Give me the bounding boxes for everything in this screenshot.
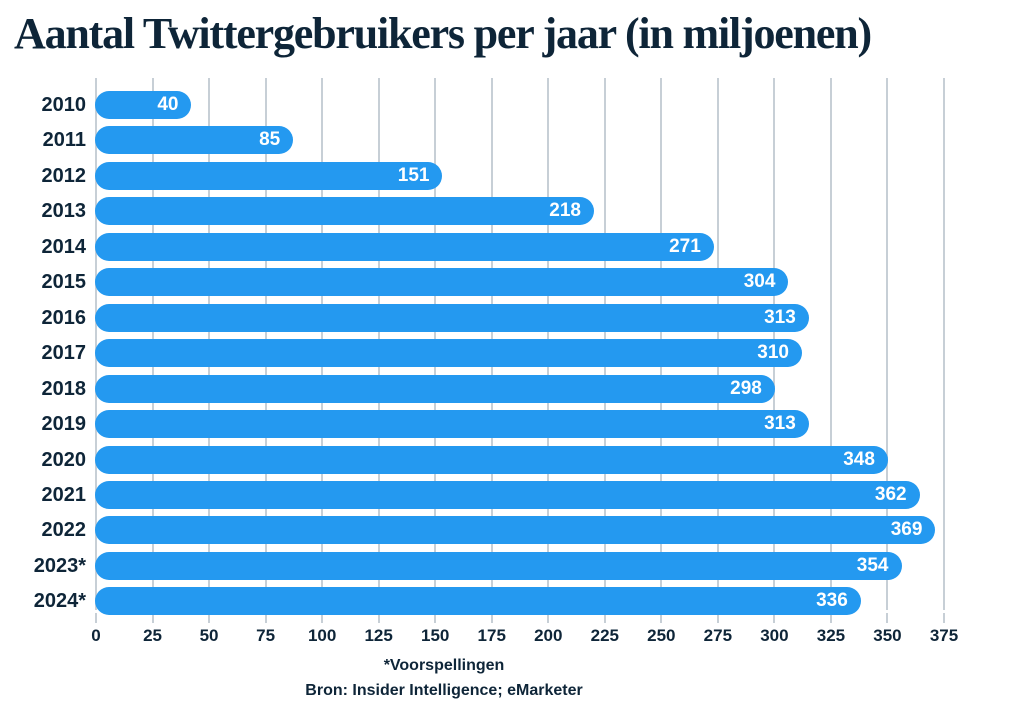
year-label: 2024* [33, 590, 86, 613]
bar: 151 [95, 161, 443, 190]
value-label: 218 [549, 200, 581, 222]
bar: 304 [95, 268, 789, 297]
axis-tick [829, 613, 832, 623]
axis-tick [716, 613, 719, 623]
chart-title: Aantal Twittergebruikers per jaar (in mi… [14, 9, 872, 58]
year-label: 2017 [41, 342, 87, 365]
bar: 354 [95, 551, 902, 580]
footnote: *Voorspellingen [383, 657, 505, 674]
bar: 218 [95, 197, 594, 226]
x-axis-tick-label: 300 [760, 626, 789, 645]
year-label: 2019 [41, 413, 87, 436]
x-axis-tick-label: 25 [143, 626, 162, 645]
year-label: 2021 [41, 483, 87, 506]
value-label: 310 [757, 342, 789, 364]
x-axis-tick-label: 275 [703, 626, 733, 645]
year-label: 2010 [41, 94, 87, 116]
bar: 369 [95, 516, 936, 545]
value-label: 362 [874, 483, 907, 505]
year-label: 2013 [41, 200, 87, 223]
x-axis-tick-label: 50 [199, 626, 219, 645]
x-axis-tick-label: 175 [477, 626, 506, 645]
year-label: 2022 [41, 519, 87, 542]
value-label: 271 [669, 235, 701, 257]
bar: 40 [95, 91, 192, 119]
x-axis-tick-label: 150 [421, 626, 450, 645]
year-label: 2011 [42, 129, 86, 152]
bar: 271 [95, 232, 714, 261]
value-label: 354 [856, 554, 889, 576]
x-axis-tick-label: 250 [647, 626, 676, 645]
value-label: 40 [157, 94, 179, 115]
value-label: 369 [890, 519, 923, 541]
value-label: 313 [764, 306, 796, 328]
axis-tick [151, 613, 154, 623]
axis-tick [660, 613, 663, 623]
x-axis-tick-label: 125 [364, 626, 393, 645]
axis-tick [547, 613, 550, 623]
chart-footer: *Voorspellingen Bron: Insider Intelligen… [44, 653, 844, 703]
year-label: 2015 [41, 271, 87, 294]
value-label: 336 [816, 590, 848, 612]
value-label: 151 [397, 164, 430, 186]
bar: 362 [95, 480, 920, 509]
gridline [829, 78, 832, 610]
bar: 348 [95, 445, 888, 474]
axis-tick [434, 613, 437, 623]
axis-tick [208, 613, 211, 623]
year-label: 2014 [41, 235, 87, 258]
axis-tick [773, 613, 776, 623]
bar: 298 [95, 374, 775, 403]
source-credit: Bron: Insider Intelligence; eMarketer [305, 682, 583, 699]
bar: 336 [95, 587, 861, 616]
bar: 313 [95, 303, 809, 332]
value-label: 348 [843, 448, 875, 470]
gridline [886, 78, 889, 610]
x-axis-tick-label: 0 [91, 626, 101, 645]
value-label: 313 [764, 413, 796, 435]
x-axis-tick-label: 100 [307, 626, 337, 645]
x-axis-tick-label: 75 [256, 626, 276, 645]
year-label: 2012 [41, 164, 87, 187]
value-label: 304 [743, 271, 776, 293]
value-label: 298 [730, 377, 762, 399]
axis-tick [95, 613, 97, 623]
axis-tick [264, 613, 267, 623]
x-axis-tick-label: 350 [873, 626, 902, 645]
gridline [943, 78, 945, 610]
year-label: 2023* [33, 554, 86, 577]
x-axis-tick-label: 375 [929, 626, 959, 645]
axis-tick [321, 613, 324, 623]
bar: 313 [95, 410, 809, 439]
x-axis-tick-label: 200 [534, 626, 563, 645]
year-label: 2016 [41, 306, 87, 329]
value-label: 85 [259, 129, 281, 151]
x-axis-tick-label: 325 [816, 626, 846, 645]
gridline [95, 78, 97, 610]
axis-tick [943, 613, 945, 623]
x-axis-tick-label: 225 [590, 626, 619, 645]
axis-tick [490, 613, 493, 623]
bar: 310 [95, 339, 802, 368]
year-label: 2020 [41, 448, 87, 471]
axis-tick [603, 613, 606, 623]
axis-tick [377, 613, 380, 623]
year-label: 2018 [41, 377, 87, 400]
bar: 85 [95, 126, 294, 155]
axis-tick [886, 613, 889, 623]
